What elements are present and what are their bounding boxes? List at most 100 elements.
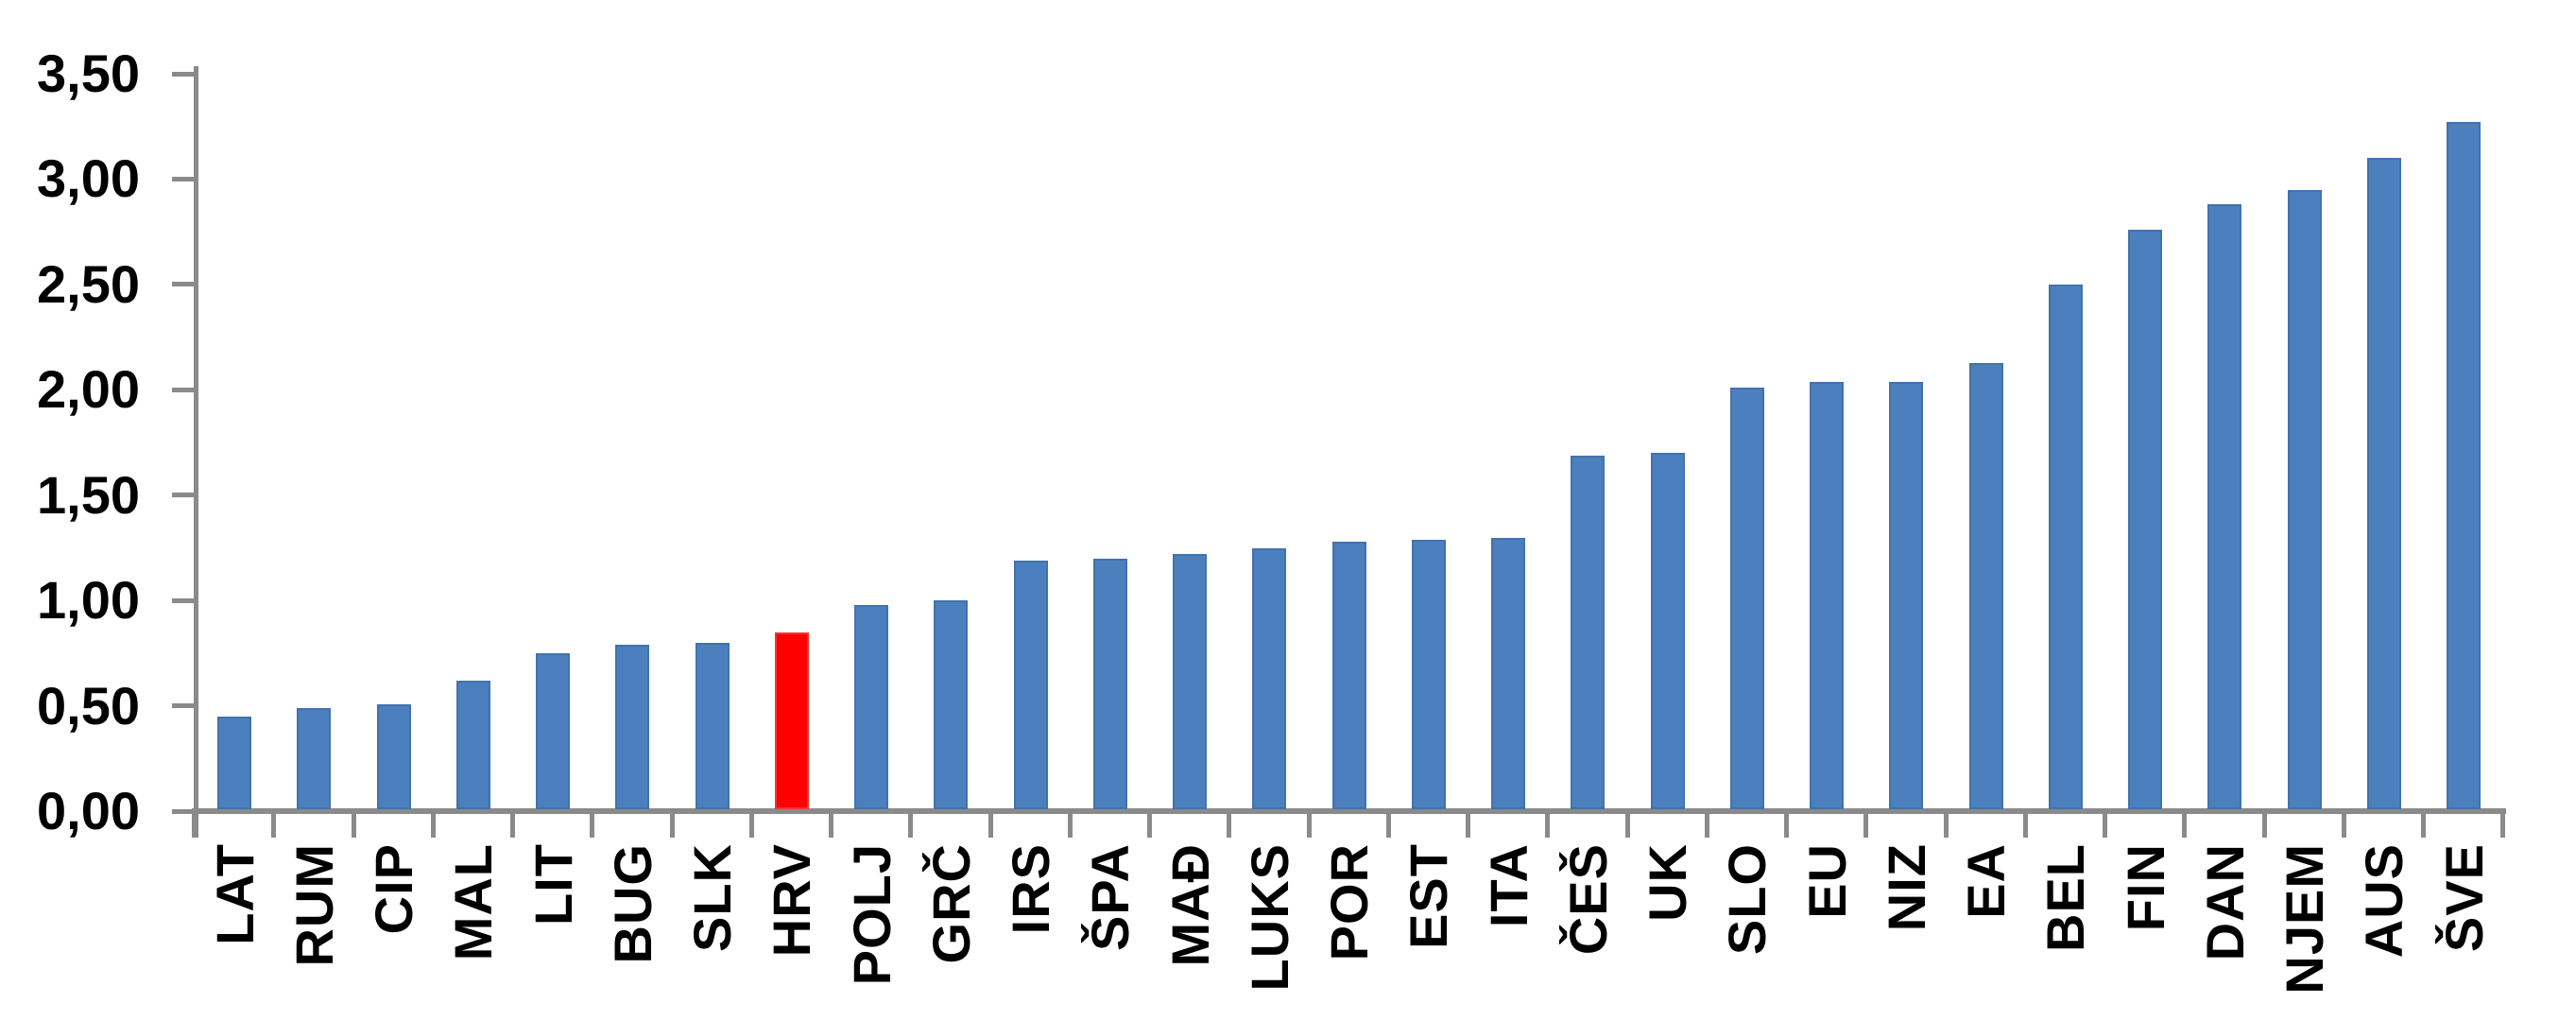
x-category-label-text: MAĐ bbox=[1159, 843, 1220, 967]
x-category-label-text: BUG bbox=[602, 843, 662, 964]
x-category-label: LIT bbox=[512, 843, 593, 1021]
x-category-label-text: FIN bbox=[2115, 843, 2175, 932]
bar-ŠPA bbox=[1092, 559, 1127, 809]
x-tick bbox=[590, 811, 595, 838]
x-category-label: FIN bbox=[2104, 843, 2186, 1021]
x-tick bbox=[351, 811, 356, 838]
y-tick bbox=[172, 808, 195, 814]
x-category-label-text: ITA bbox=[1478, 843, 1538, 928]
x-category-label-text: SLO bbox=[1717, 843, 1777, 956]
x-tick bbox=[1863, 811, 1869, 838]
x-tick bbox=[430, 811, 436, 838]
x-category-label-text: EA bbox=[1956, 843, 2016, 919]
bar-EU bbox=[1810, 382, 1844, 809]
bar-LUKS bbox=[1252, 548, 1287, 809]
x-category-label: RUM bbox=[273, 843, 354, 1021]
x-category-label: ŠPA bbox=[1070, 843, 1151, 1021]
x-category-label: GRČ bbox=[910, 843, 991, 1021]
x-tick bbox=[2421, 811, 2426, 838]
bar-MAL bbox=[455, 681, 490, 809]
x-category-label: EST bbox=[1388, 843, 1469, 1021]
x-category-label-text: SLK bbox=[682, 843, 742, 952]
x-tick bbox=[2103, 811, 2107, 838]
x-category-label-text: ŠVE bbox=[2433, 843, 2494, 953]
x-category-label-text: LUKS bbox=[1239, 843, 1299, 992]
x-category-label-text: MAL bbox=[443, 843, 504, 961]
x-category-label: AUS bbox=[2344, 843, 2425, 1021]
bar-CIP bbox=[376, 704, 411, 809]
bar-POLJ bbox=[854, 605, 888, 809]
x-tick bbox=[669, 811, 675, 838]
bar-AUS bbox=[2366, 158, 2401, 809]
y-tick-label: 0,00 bbox=[37, 781, 140, 840]
x-tick bbox=[1943, 811, 1949, 838]
x-category-label: MAĐ bbox=[1149, 843, 1230, 1021]
bar-SLK bbox=[695, 643, 730, 809]
bar-HRV-highlighted bbox=[774, 632, 809, 809]
x-category-label: SLO bbox=[1707, 843, 1788, 1021]
bar-LAT bbox=[217, 717, 251, 809]
x-tick bbox=[1227, 811, 1232, 838]
x-tick bbox=[1704, 811, 1709, 838]
x-category-label: ŠVE bbox=[2423, 843, 2504, 1021]
x-category-label-text: BEL bbox=[2035, 843, 2096, 952]
x-category-label-text: DAN bbox=[2194, 843, 2255, 961]
y-tick bbox=[172, 493, 195, 498]
x-tick bbox=[908, 811, 914, 838]
y-tick bbox=[172, 387, 195, 392]
bar-FIN bbox=[2128, 230, 2162, 809]
x-tick bbox=[2341, 811, 2346, 838]
x-tick bbox=[1784, 811, 1789, 838]
x-category-label-text: POR bbox=[1319, 843, 1379, 961]
x-category-label: BUG bbox=[592, 843, 673, 1021]
bar-NJEM bbox=[2287, 190, 2322, 809]
x-category-label-text: LAT bbox=[204, 843, 265, 945]
y-tick bbox=[172, 282, 195, 287]
x-tick bbox=[1624, 811, 1630, 838]
x-tick bbox=[510, 811, 515, 838]
y-tick-label: 1,50 bbox=[37, 464, 140, 525]
bar-EST bbox=[1411, 540, 1446, 809]
x-category-label-text: NIZ bbox=[1876, 843, 1936, 932]
bar-ČEŠ bbox=[1571, 456, 1606, 809]
x-category-label: IRS bbox=[990, 843, 1072, 1021]
x-tick bbox=[1147, 811, 1152, 838]
y-tick bbox=[172, 703, 195, 709]
bar-UK bbox=[1650, 453, 1685, 809]
bar-MAĐ bbox=[1173, 554, 1207, 809]
x-category-label-text: EST bbox=[1399, 843, 1459, 949]
bar-GRČ bbox=[934, 600, 969, 809]
x-category-label-text: RUM bbox=[283, 843, 344, 967]
x-category-label: MAL bbox=[433, 843, 514, 1021]
x-tick bbox=[2500, 811, 2506, 838]
y-tick-label: 1,00 bbox=[37, 570, 140, 631]
x-category-label: NJEM bbox=[2264, 843, 2345, 1021]
y-tick-label: 2,50 bbox=[37, 253, 140, 314]
x-category-label: NIZ bbox=[1865, 843, 1947, 1021]
y-axis-line bbox=[194, 66, 198, 838]
x-category-label-text: LIT bbox=[523, 843, 583, 926]
x-category-label: BEL bbox=[2025, 843, 2106, 1021]
bar-BEL bbox=[2048, 285, 2083, 809]
x-category-label-text: CIP bbox=[364, 843, 423, 935]
x-category-label: UK bbox=[1627, 843, 1709, 1021]
bar-RUM bbox=[297, 708, 332, 809]
x-category-label-text: ŠPA bbox=[1080, 843, 1141, 951]
x-tick bbox=[2182, 811, 2188, 838]
x-tick bbox=[829, 811, 833, 838]
x-category-label: POR bbox=[1309, 843, 1390, 1021]
x-tick bbox=[748, 811, 754, 838]
x-category-label-text: HRV bbox=[762, 843, 822, 958]
x-category-label: POLJ bbox=[831, 843, 912, 1021]
bar-LIT bbox=[536, 653, 570, 809]
x-category-label: LAT bbox=[194, 843, 275, 1021]
x-category-label-text: POLJ bbox=[841, 843, 902, 986]
bar-BUG bbox=[615, 645, 650, 809]
bar-NIZ bbox=[1889, 382, 1924, 809]
bar-IRS bbox=[1013, 561, 1048, 809]
x-category-label-text: GRČ bbox=[920, 843, 981, 964]
x-tick bbox=[1385, 811, 1391, 838]
